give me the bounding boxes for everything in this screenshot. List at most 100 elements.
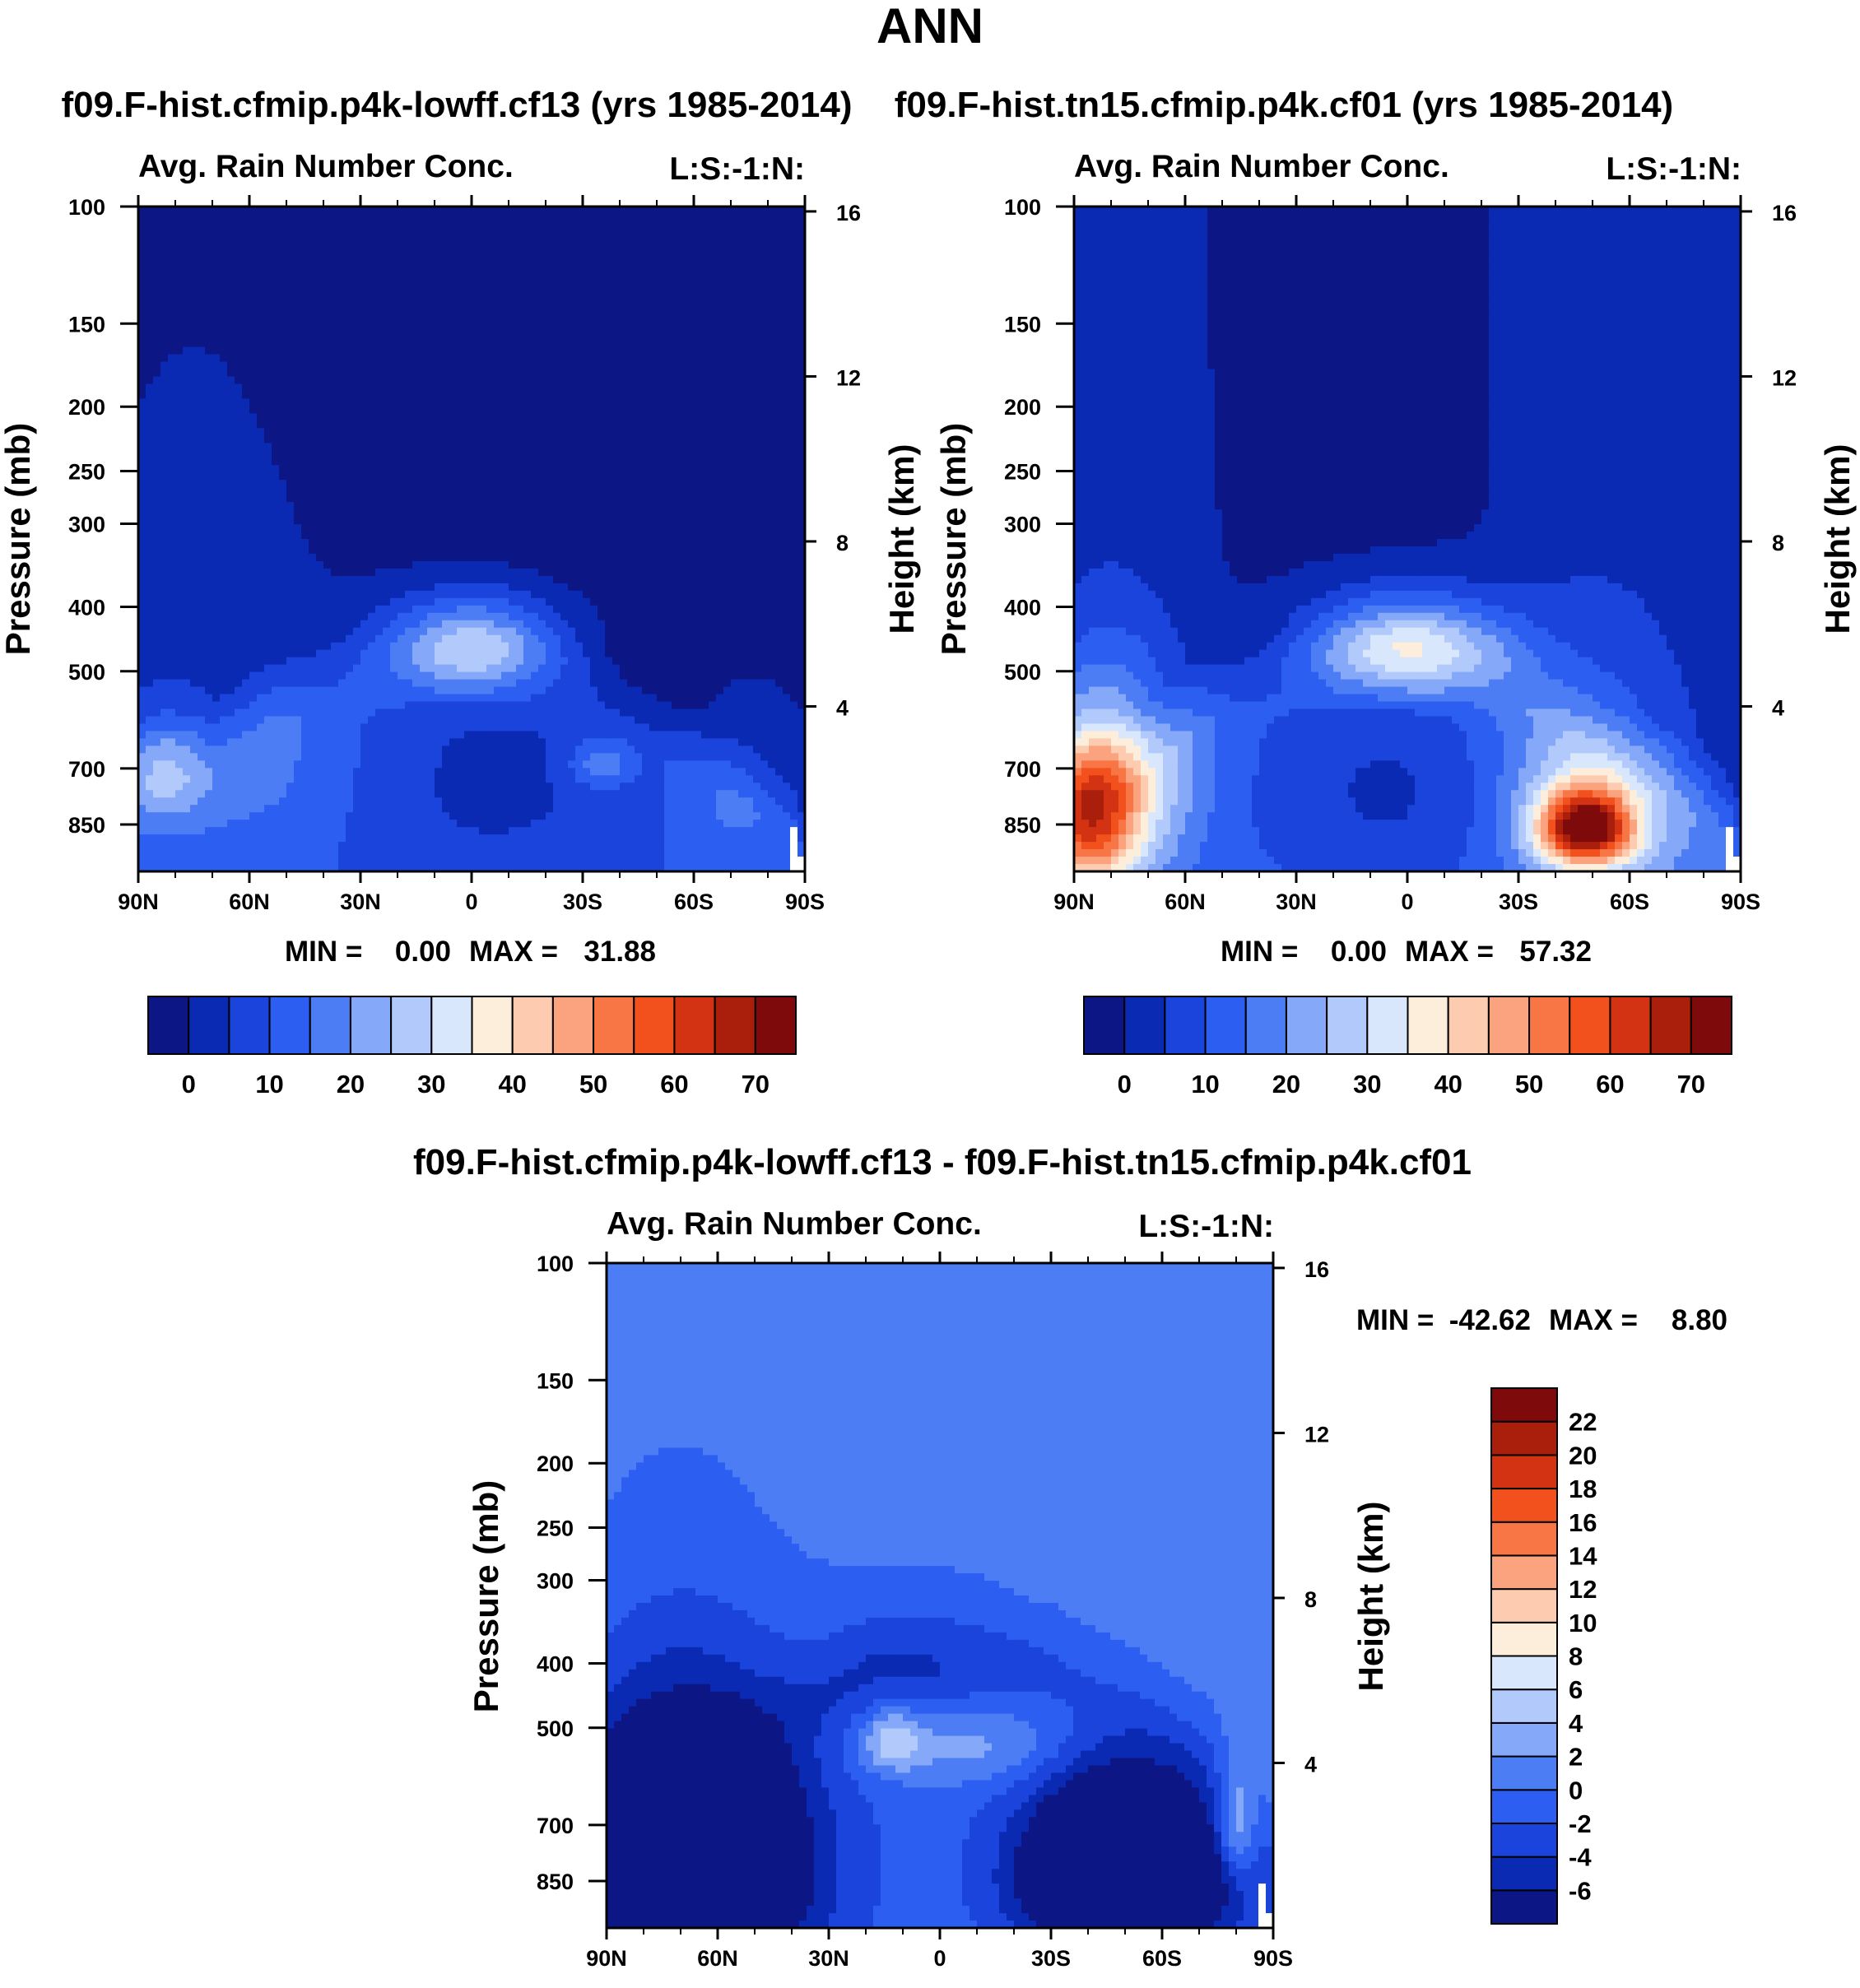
field-cell [427, 213, 435, 222]
field-cell [516, 258, 524, 267]
field-cell [383, 207, 391, 215]
field-cell [760, 265, 769, 274]
field-cell [405, 221, 413, 230]
field-cell [686, 568, 695, 577]
field-cell [583, 354, 591, 363]
field-cell [183, 546, 191, 555]
field-cell [368, 243, 376, 252]
field-cell [227, 553, 235, 562]
field-cell [272, 280, 280, 289]
field-cell [398, 458, 406, 466]
field-cell [316, 487, 324, 495]
field-cell [590, 560, 598, 569]
field-cell [405, 317, 413, 326]
field-cell [672, 258, 680, 267]
field-cell [553, 280, 561, 289]
field-cell [286, 272, 295, 281]
field-cell [375, 597, 384, 606]
field-cell [420, 590, 428, 599]
field-cell [398, 332, 406, 341]
field-cell [672, 487, 680, 495]
field-cell [709, 332, 717, 341]
field-cell [679, 597, 687, 606]
field-cell [294, 480, 302, 488]
field-cell [249, 575, 258, 584]
field-cell [420, 295, 428, 304]
field-cell [390, 465, 398, 473]
field-cell [242, 339, 250, 348]
field-cell [212, 369, 221, 378]
field-cell [694, 605, 702, 614]
field-cell [746, 383, 754, 392]
field-cell [516, 295, 524, 304]
field-cell [612, 295, 621, 304]
field-cell [783, 568, 791, 577]
field-cell [694, 346, 702, 355]
field-cell [590, 495, 598, 503]
field-cell [375, 480, 384, 488]
field-cell [138, 361, 146, 370]
field-cell [575, 502, 584, 510]
field-cell [309, 420, 317, 429]
field-cell [486, 480, 495, 488]
field-cell [309, 354, 317, 363]
field-cell [294, 391, 302, 400]
field-cell [590, 317, 598, 326]
field-cell [575, 420, 584, 429]
field-cell [457, 272, 465, 281]
field-cell [190, 258, 198, 267]
field-cell [338, 583, 346, 592]
field-cell [331, 265, 339, 274]
field-cell [612, 435, 621, 444]
field-cell [405, 243, 413, 252]
field-cell [753, 332, 761, 341]
field-cell [390, 532, 398, 540]
field-cell [242, 480, 250, 488]
field-cell [383, 583, 391, 592]
field-cell [672, 383, 680, 392]
field-cell [168, 207, 176, 215]
field-cell [227, 612, 235, 621]
field-cell [635, 250, 643, 259]
field-cell [153, 413, 161, 421]
field-cell [190, 435, 198, 444]
field-cell [235, 450, 243, 458]
field-cell [649, 309, 658, 318]
field-cell [553, 309, 561, 318]
field-cell [375, 280, 384, 289]
field-cell [642, 435, 650, 444]
field-cell [635, 398, 643, 406]
field-cell [235, 250, 243, 259]
field-cell [146, 221, 154, 230]
field-cell [775, 406, 784, 414]
field-cell [235, 309, 243, 318]
field-cell [516, 509, 524, 518]
field-cell [516, 361, 524, 370]
field-cell [190, 597, 198, 606]
field-cell [294, 213, 302, 222]
field-cell [227, 213, 235, 222]
field-cell [286, 590, 295, 599]
field-cell [553, 575, 561, 584]
field-cell [590, 597, 598, 606]
field-cell [420, 309, 428, 318]
field-cell [553, 524, 561, 532]
field-cell [753, 309, 761, 318]
field-cell [464, 560, 472, 569]
field-cell [464, 605, 472, 614]
field-cell [546, 450, 554, 458]
field-cell [649, 458, 658, 466]
field-cell [390, 332, 398, 341]
field-cell [686, 228, 695, 237]
field-cell [338, 524, 346, 532]
field-cell [168, 568, 176, 577]
field-cell [664, 324, 672, 333]
field-cell [338, 376, 346, 385]
field-cell [486, 568, 495, 577]
field-cell [486, 265, 495, 274]
field-cell [227, 413, 235, 421]
field-cell [649, 428, 658, 436]
field-cell [420, 597, 428, 606]
field-cell [679, 324, 687, 333]
field-cell [235, 383, 243, 392]
